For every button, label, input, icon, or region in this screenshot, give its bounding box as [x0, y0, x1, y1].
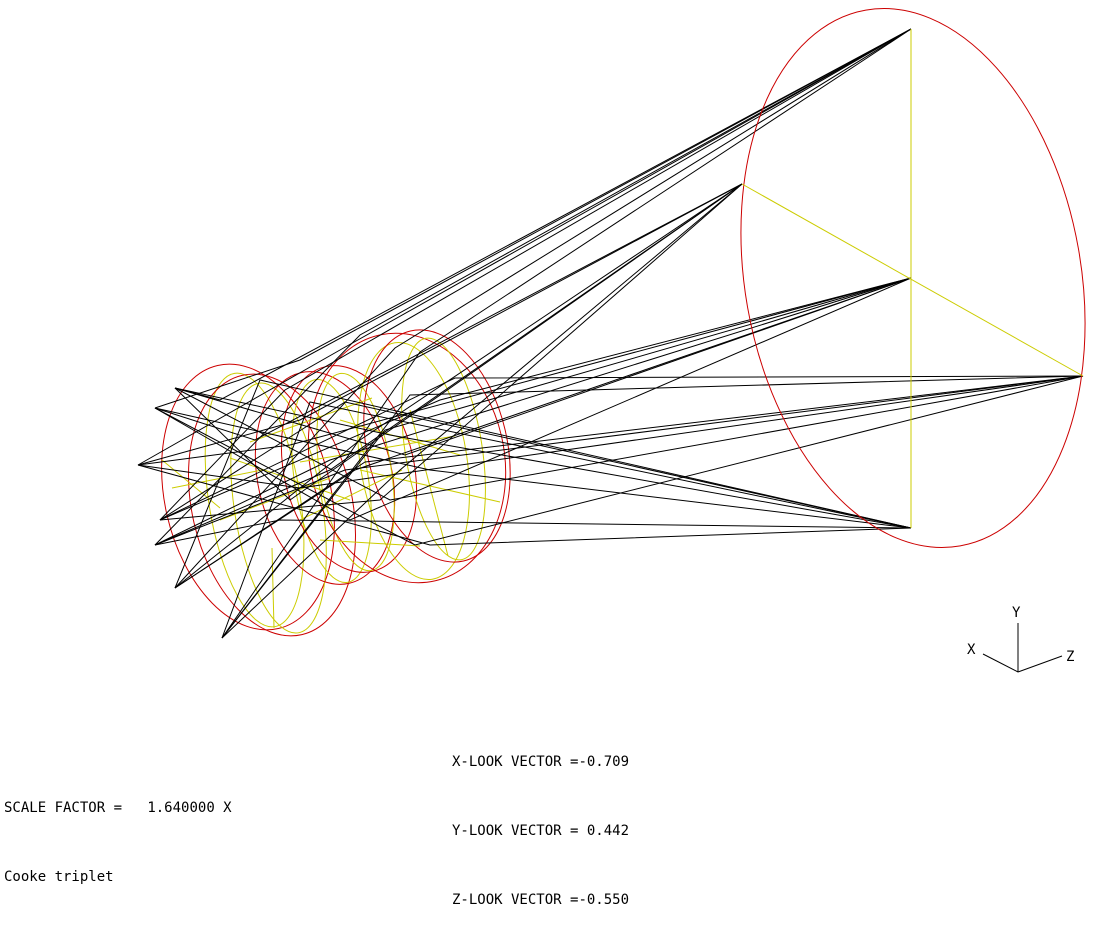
- lens-surface-outline: [161, 363, 335, 631]
- surface-chord: [409, 409, 449, 557]
- lens-surface-outline: [307, 332, 507, 584]
- y-look-vector-value: 0.442: [578, 823, 630, 839]
- lens-surface-section: [316, 372, 395, 572]
- z-axis-label: Z: [1066, 649, 1074, 665]
- y-axis-label: Y: [1012, 605, 1021, 621]
- ray: [174, 277, 912, 456]
- y-look-vector-label: Y-LOOK VECTOR =: [452, 823, 579, 839]
- lens-surface-section: [291, 379, 372, 584]
- ray: [221, 183, 743, 639]
- ray: [174, 183, 743, 501]
- ray: [159, 28, 912, 521]
- ray: [137, 28, 912, 466]
- ray: [154, 375, 1084, 546]
- z-axis-line: [1017, 655, 1063, 673]
- ray: [221, 277, 912, 639]
- ray: [221, 375, 1084, 639]
- image-plane-horizontal-axis: [741, 183, 1084, 377]
- x-look-vector-row: X-LOOK VECTOR =-0.709: [452, 751, 629, 774]
- axis-triad: Y X Z: [967, 605, 1074, 673]
- scale-factor-label: SCALE FACTOR =: [4, 800, 123, 816]
- plot-info-block: SCALE FACTOR = 1.640000 X Cooke triplet: [4, 751, 232, 912]
- lens-surface-outline: [188, 373, 356, 637]
- x-look-vector-value: -0.709: [578, 754, 630, 770]
- surface-chord: [299, 469, 403, 521]
- lens-surface-section: [204, 372, 305, 628]
- surface-chord: [271, 547, 275, 629]
- layout-3d-viewport: Y X Z: [137, 8, 1086, 673]
- scale-factor-value: 1.640000 X: [147, 800, 232, 816]
- image-plane: [740, 8, 1086, 548]
- x-axis-label: X: [967, 642, 976, 658]
- ray: [174, 28, 912, 589]
- x-look-vector-label: X-LOOK VECTOR =: [452, 754, 579, 770]
- x-axis-line: [982, 653, 1019, 673]
- ray: [154, 28, 912, 409]
- ray: [174, 375, 1084, 501]
- y-look-vector-row: Y-LOOK VECTOR = 0.442: [452, 820, 629, 843]
- surface-chord: [299, 435, 456, 463]
- ray: [174, 387, 912, 529]
- ray: [137, 375, 1084, 489]
- ray: [137, 183, 743, 466]
- z-look-vector-value: -0.550: [578, 892, 630, 908]
- ray: [154, 277, 912, 521]
- ray: [154, 519, 912, 546]
- surface-chord: [319, 539, 421, 547]
- ray: [159, 401, 912, 529]
- z-look-vector-row: Z-LOOK VECTOR =-0.550: [452, 889, 629, 912]
- ray: [154, 183, 743, 441]
- z-look-vector-label: Z-LOOK VECTOR =: [452, 892, 579, 908]
- ray: [174, 379, 912, 589]
- ray: [154, 375, 1084, 546]
- ray: [174, 183, 743, 589]
- look-vector-block: X-LOOK VECTOR =-0.709 Y-LOOK VECTOR = 0.…: [452, 705, 629, 935]
- ray: [159, 277, 912, 521]
- ray: [159, 375, 1084, 521]
- surface-chord: [171, 469, 263, 489]
- ray-bundle: [137, 28, 1084, 639]
- ray: [154, 407, 912, 529]
- ray: [154, 28, 912, 546]
- ray: [137, 464, 912, 546]
- scale-factor-row: SCALE FACTOR = 1.640000 X: [4, 797, 232, 820]
- lens-name: Cooke triplet: [4, 869, 114, 885]
- lens-surface-section: [401, 337, 486, 561]
- ray: [137, 277, 912, 466]
- ray: [221, 28, 912, 639]
- ray: [159, 183, 743, 521]
- ray: [154, 183, 743, 546]
- ray: [154, 277, 912, 546]
- image-plane-outline: [740, 8, 1086, 548]
- lens-surface-section: [357, 341, 470, 581]
- ray: [174, 375, 1084, 589]
- ray: [174, 28, 912, 401]
- ray: [221, 401, 912, 639]
- surface-chord: [249, 397, 373, 443]
